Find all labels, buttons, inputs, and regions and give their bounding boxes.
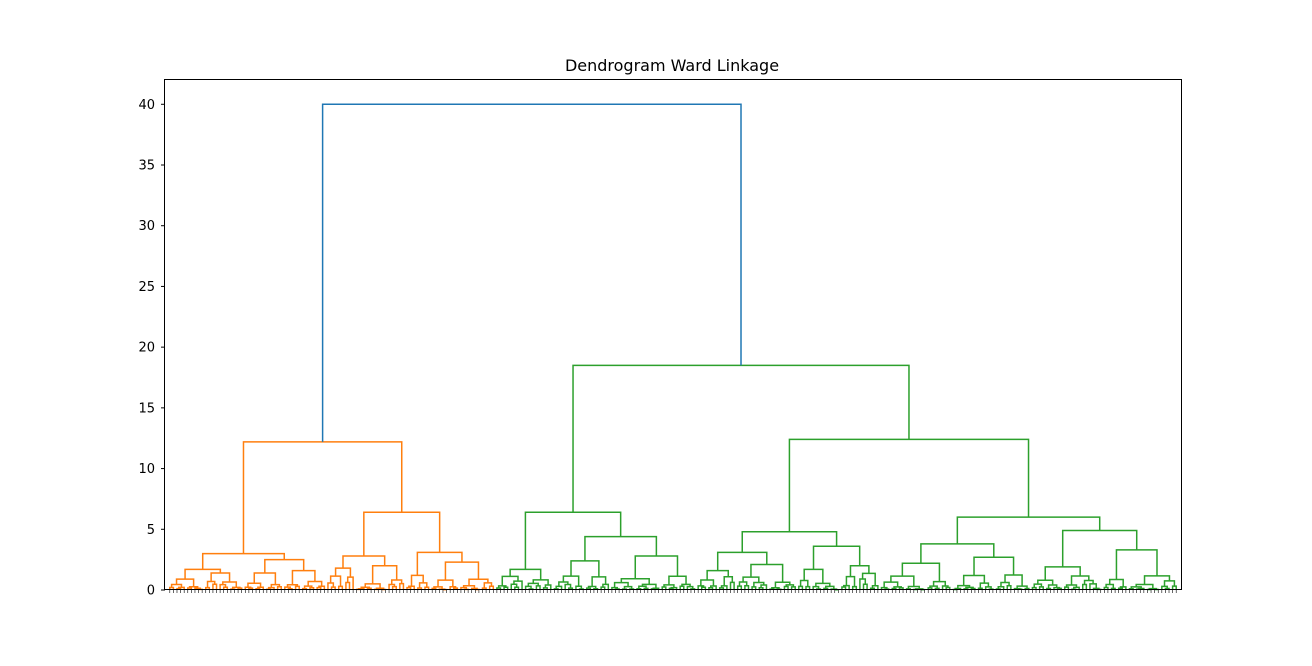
dendrogram-link xyxy=(243,442,401,554)
dendrogram-link xyxy=(1110,580,1123,587)
dendrogram-link xyxy=(417,552,462,575)
dendrogram-link xyxy=(635,556,677,579)
y-tick-label: 20 xyxy=(138,341,155,356)
dendrogram-link xyxy=(323,104,741,442)
dendrogram-link xyxy=(412,575,424,586)
dendrogram-link xyxy=(510,569,541,580)
dendrogram-link xyxy=(731,582,735,590)
dendrogram-link xyxy=(211,573,229,582)
dendrogram-link xyxy=(891,576,914,586)
y-tick-label: 15 xyxy=(138,401,155,416)
dendrogram-link xyxy=(445,562,478,580)
dendrogram-link xyxy=(185,569,220,579)
dendrogram-link xyxy=(348,577,353,590)
dendrogram-link xyxy=(331,576,341,586)
dendrogram-link xyxy=(373,566,397,584)
y-axis: 0 5 10 15 20 25 30 35 40 xyxy=(138,98,165,599)
dendrogram-link xyxy=(707,571,728,580)
y-tick-label: 40 xyxy=(138,98,155,113)
dendrogram-link xyxy=(921,544,994,563)
dendrogram-link xyxy=(1063,531,1137,567)
dendrogram-link xyxy=(669,576,686,585)
y-tick-label: 5 xyxy=(147,523,155,538)
dendrogram-link xyxy=(701,580,714,586)
dendrogram-link xyxy=(850,566,868,577)
dendrogram-link xyxy=(292,571,314,585)
x-axis-leaf-ticks xyxy=(170,590,1176,593)
dendrogram-link xyxy=(1005,575,1022,586)
dendrogram-link xyxy=(1116,550,1157,580)
dendrogram-link xyxy=(964,575,985,585)
dendrogram-link xyxy=(177,579,194,587)
dendrogram-link xyxy=(718,552,767,570)
dendrogram-link xyxy=(533,580,548,585)
y-tick-label: 25 xyxy=(138,280,155,295)
dendrogram-link xyxy=(203,554,285,570)
dendrogram-link xyxy=(621,579,649,585)
dendrogram-link xyxy=(751,565,783,583)
y-tick-label: 10 xyxy=(138,462,155,477)
dendrogram-link xyxy=(364,512,440,556)
dendrogram-links xyxy=(170,104,1176,590)
dendrogram-link xyxy=(346,583,350,590)
y-tick-label: 0 xyxy=(147,584,155,599)
dendrogram-link xyxy=(571,561,599,577)
dendrogram-link xyxy=(438,580,453,587)
dendrogram-link xyxy=(902,563,939,581)
y-tick-label: 35 xyxy=(138,159,155,174)
y-tick-label: 30 xyxy=(138,219,155,234)
dendrogram-link xyxy=(742,532,836,553)
dendrogram-link xyxy=(974,557,1014,575)
chart-title: Dendrogram Ward Linkage xyxy=(565,56,779,75)
dendrogram-link xyxy=(1045,567,1080,580)
dendrogram-link xyxy=(585,537,656,561)
